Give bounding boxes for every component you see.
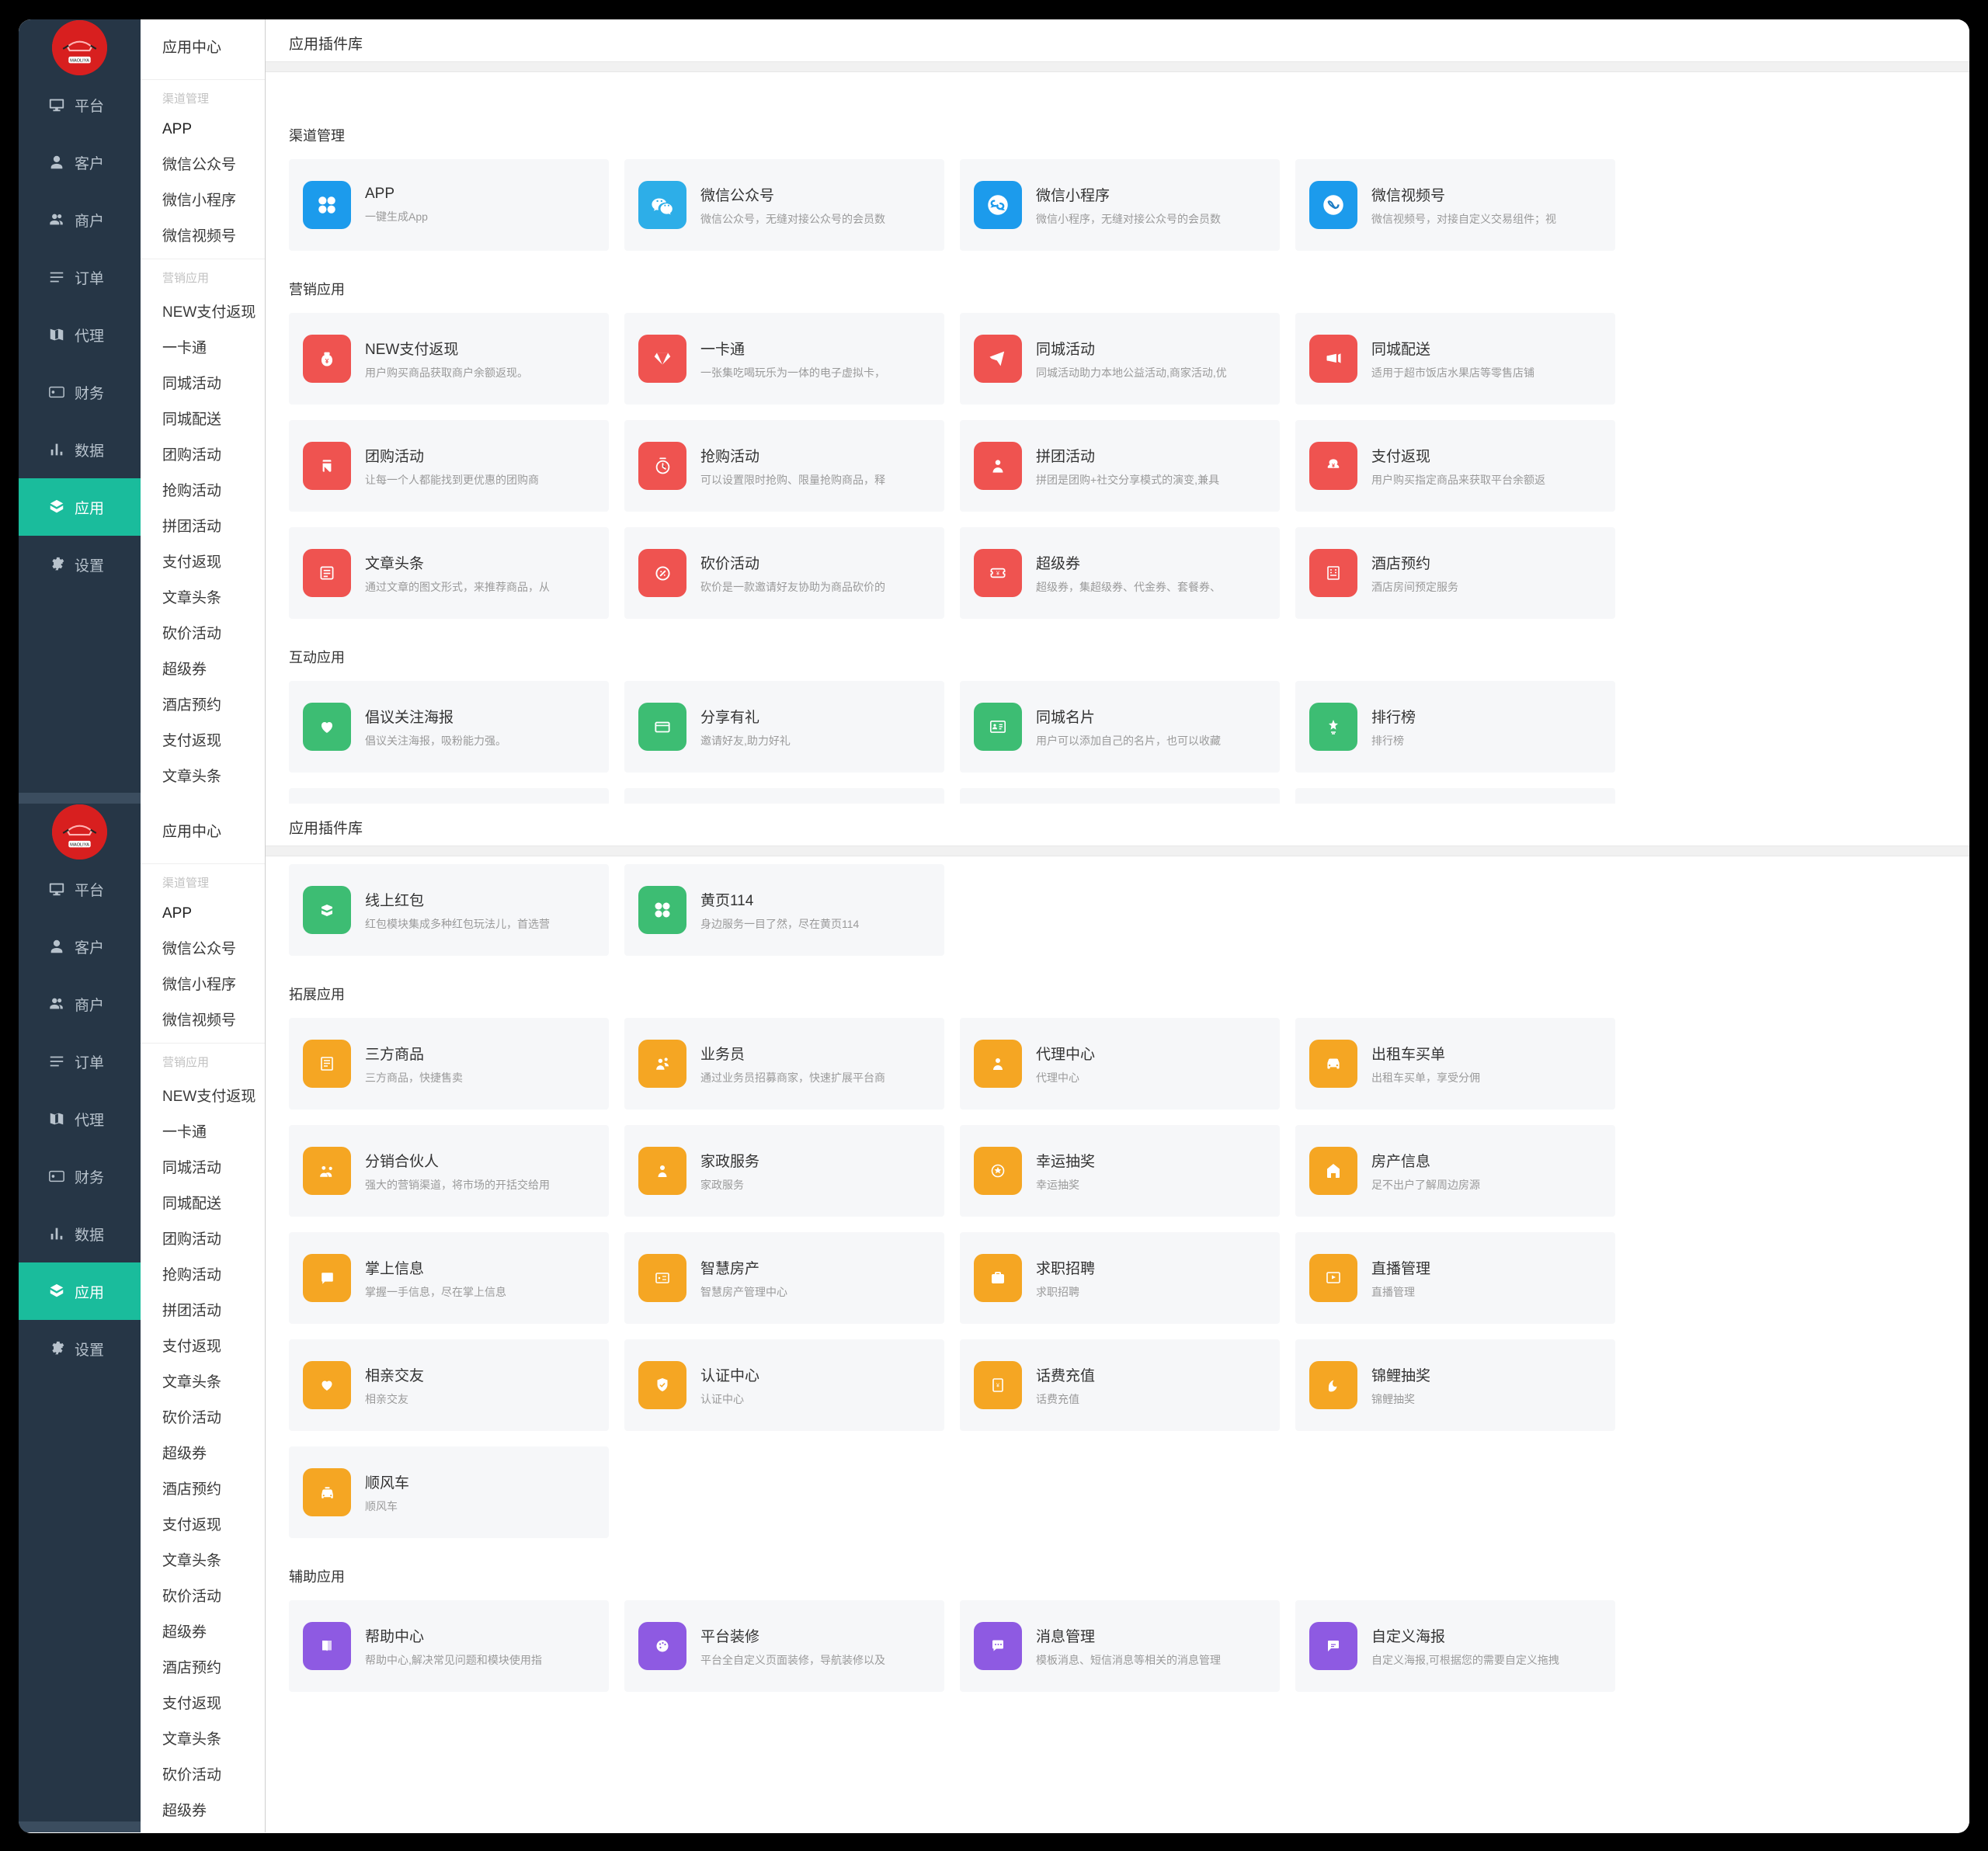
svg-text:¥: ¥ — [325, 358, 329, 365]
svg-text:¥: ¥ — [996, 571, 999, 577]
svg-text:MAOLIYA: MAOLIYA — [70, 842, 89, 847]
svg-text:¥: ¥ — [996, 1384, 999, 1389]
svg-text:MAOLIYA: MAOLIYA — [70, 58, 89, 63]
